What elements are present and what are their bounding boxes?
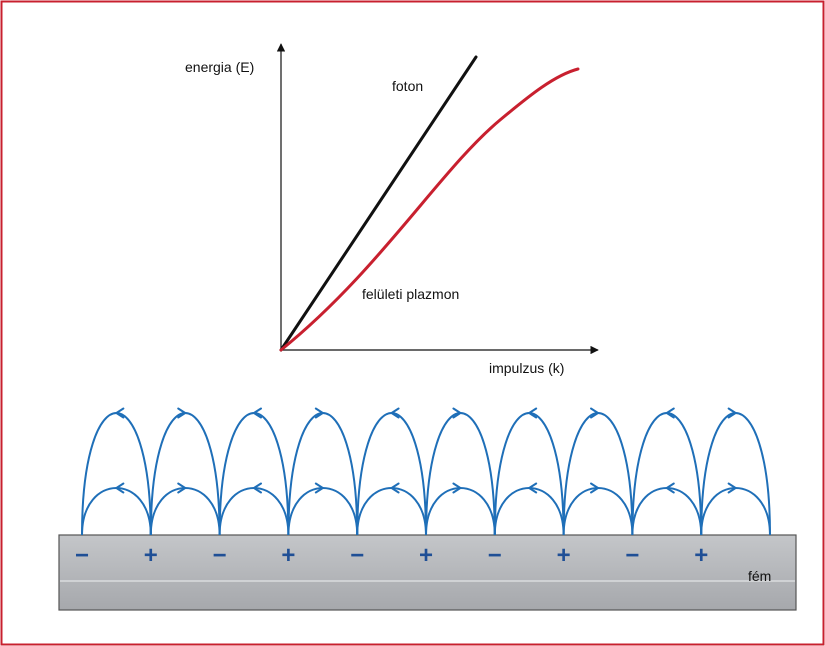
field-arrow <box>390 407 400 419</box>
surface-charges: − + − + − + − + − + <box>75 542 708 569</box>
field-arrow <box>115 482 125 494</box>
field-line-arc <box>493 412 565 536</box>
metal-label: fém <box>748 568 771 584</box>
field-arrow <box>177 482 187 494</box>
field-line-arc <box>287 412 359 536</box>
photon-dispersion-line <box>279 55 478 352</box>
positive-charge: + <box>557 542 571 569</box>
field-line-arc <box>425 412 496 536</box>
field-arrow <box>452 407 462 419</box>
field-line-arc <box>562 412 634 536</box>
field-line-arc <box>356 412 427 536</box>
field-arrow <box>590 407 599 419</box>
field-arrow <box>314 407 324 419</box>
field-arrow <box>727 407 737 419</box>
field-line-arc <box>149 412 221 536</box>
field-arrow <box>590 482 599 494</box>
field-line-arc <box>493 487 565 536</box>
dispersion-graph: energia (E) impulzus (k) foton felületi … <box>185 43 599 376</box>
field-line-arc <box>218 487 290 536</box>
field-arrow <box>390 482 400 494</box>
negative-charge: − <box>488 542 502 569</box>
negative-charge: − <box>625 542 639 569</box>
field-line-arc <box>425 487 496 536</box>
field-arrow <box>177 407 187 419</box>
positive-charge: + <box>419 542 433 569</box>
field-line-arc <box>81 487 152 536</box>
negative-charge: − <box>213 542 227 569</box>
field-arrow <box>115 407 125 419</box>
metal-slab: fém <box>58 534 797 611</box>
field-line-arc <box>631 487 703 536</box>
field-arrow <box>253 482 262 494</box>
field-arrow <box>528 407 538 419</box>
field-arrow <box>452 482 462 494</box>
field-line-arc <box>631 412 703 536</box>
field-arrow <box>665 482 675 494</box>
x-axis-label: impulzus (k) <box>489 360 564 376</box>
plasmon-label: felületi plazmon <box>362 286 459 302</box>
field-arrow <box>528 482 538 494</box>
surface-plasmon-dispersion-curve <box>279 67 580 352</box>
field-arrow <box>727 482 737 494</box>
y-axis-label: energia (E) <box>185 59 254 75</box>
field-line-arc <box>287 487 359 536</box>
field-line-arc <box>700 487 771 536</box>
negative-charge: − <box>75 542 89 569</box>
field-line-arc <box>356 487 427 536</box>
field-line-arc <box>149 487 221 536</box>
negative-charge: − <box>350 542 364 569</box>
field-arrow <box>665 407 675 419</box>
electric-field-lines <box>81 407 771 536</box>
field-arrow <box>314 482 324 494</box>
metal-body <box>58 534 797 611</box>
field-line-arc <box>562 487 634 536</box>
positive-charge: + <box>144 542 158 569</box>
photon-label: foton <box>392 78 423 94</box>
field-line-arc <box>81 412 152 536</box>
positive-charge: + <box>281 542 295 569</box>
field-line-arc <box>700 412 771 536</box>
field-line-arc <box>218 412 290 536</box>
positive-charge: + <box>694 542 708 569</box>
field-arrow <box>253 407 262 419</box>
